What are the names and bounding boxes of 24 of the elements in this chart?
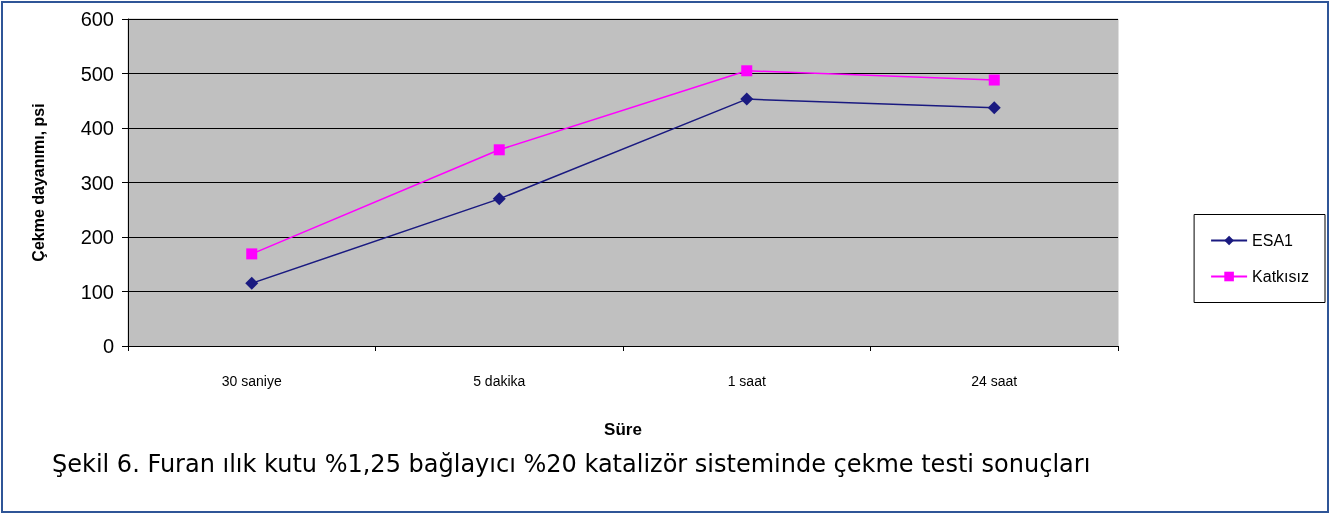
point bbox=[246, 248, 258, 260]
y-tick-label: 400 bbox=[80, 117, 114, 139]
legend-label: Katkısız bbox=[1252, 268, 1309, 285]
point bbox=[493, 144, 505, 156]
point bbox=[740, 92, 754, 106]
y-axis-title: Çekme dayanımı, psi bbox=[29, 103, 47, 262]
y-tick-label: 600 bbox=[80, 8, 114, 30]
y-tick-label: 100 bbox=[80, 280, 114, 303]
x-axis-title: Süre bbox=[604, 420, 642, 439]
x-tick-label: 24 saat bbox=[971, 373, 1018, 389]
x-tick-label: 30 saniye bbox=[221, 373, 282, 389]
y-tick-label: 500 bbox=[80, 62, 114, 85]
y-tick-label: 200 bbox=[80, 226, 114, 248]
point bbox=[988, 74, 1000, 86]
text: Şekil 6. Furan ılık kutu %1,25 bağlayıcı %20 katalizör sisteminde çekme testi sonuçları bbox=[52, 450, 1091, 478]
point bbox=[492, 192, 506, 206]
x-tick-label: 5 dakika bbox=[473, 373, 526, 389]
legend-label: ESA1 bbox=[1252, 232, 1294, 249]
x-tick-label: 1 saat bbox=[727, 373, 766, 389]
y-tick-label: 0 bbox=[102, 335, 114, 357]
point bbox=[741, 65, 753, 77]
point bbox=[987, 101, 1001, 115]
y-tick-label: 300 bbox=[80, 171, 114, 194]
point bbox=[245, 276, 259, 290]
